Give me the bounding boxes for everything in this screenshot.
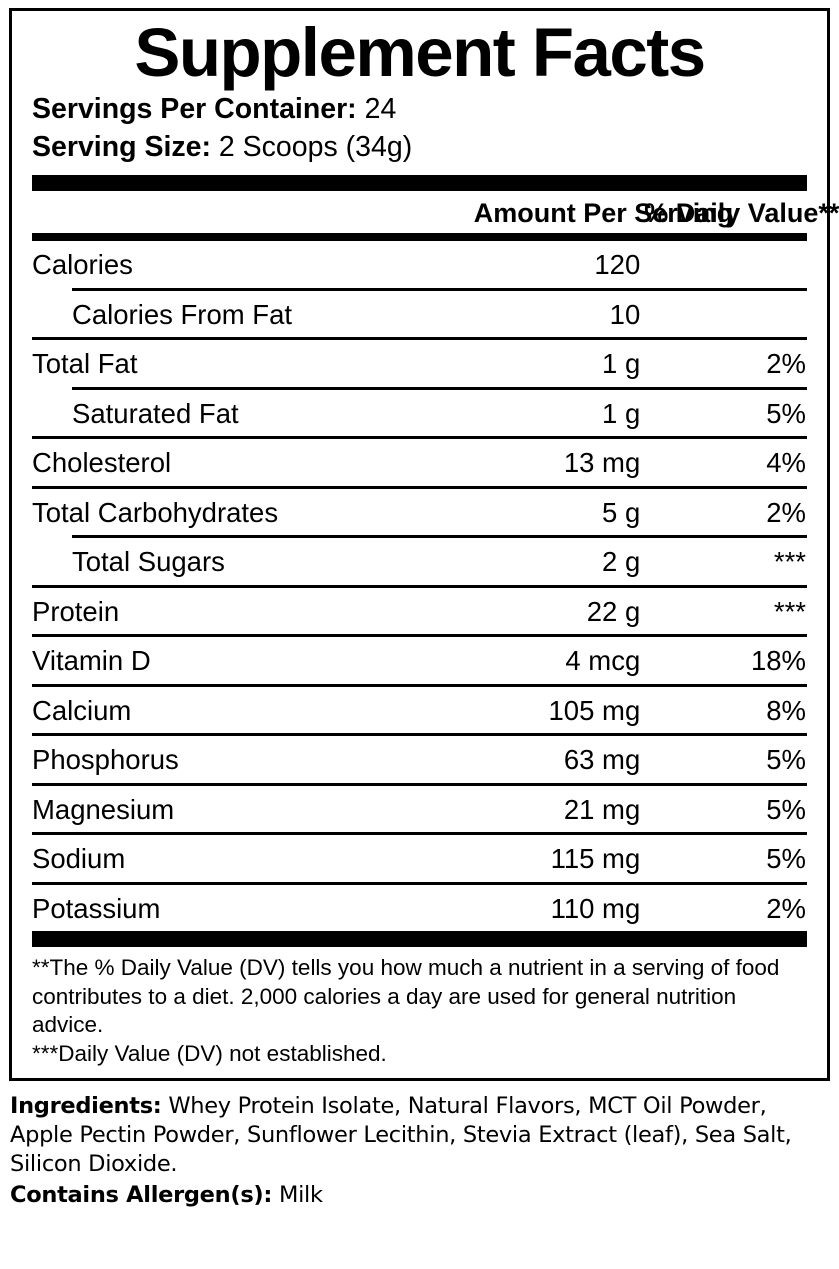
row-divider: [32, 485, 807, 489]
allergen-text: Milk: [278, 1182, 323, 1209]
servings-per-container-label: Servings Per Container:: [32, 93, 357, 126]
table-header-row: Amount Per Serving % Daily Value**: [32, 191, 839, 233]
row-divider-indented: [32, 287, 807, 291]
row-divider: [32, 337, 807, 341]
row-divider: [32, 832, 807, 836]
nutrient-daily-value: 5%: [766, 793, 806, 825]
nutrient-amount: 110 mg: [550, 892, 641, 924]
nutrient-name: Vitamin D: [32, 645, 151, 677]
table-row: Total Fat 1 g 2%: [32, 340, 807, 387]
nutrition-table: Amount Per Serving % Daily Value** Calor…: [32, 191, 839, 932]
footnote-not-established: ***Daily Value (DV) not established.: [32, 1040, 387, 1066]
table-row: Vitamin D 4 mcg 18%: [32, 637, 807, 684]
nutrient-daily-value: 4%: [766, 447, 806, 479]
allergen-label: Contains Allergen(s):: [10, 1182, 273, 1209]
nutrient-amount: 13 mg: [563, 447, 641, 479]
nutrient-amount: 120: [594, 249, 641, 281]
supplement-facts-panel: Supplement Facts Servings Per Container:…: [9, 8, 839, 1082]
table-row: Calories From Fat 10: [32, 291, 807, 338]
nutrient-amount: 10: [609, 298, 641, 330]
row-divider: [32, 233, 807, 242]
nutrient-name: Magnesium: [32, 793, 175, 825]
table-row: Saturated Fat 1 g 5%: [32, 390, 807, 437]
nutrient-amount: 4 mcg: [565, 645, 641, 677]
nutrient-amount: 1 g: [602, 397, 641, 429]
ingredients-block: Ingredients: Whey Protein Isolate, Natur…: [9, 1081, 830, 1210]
ingredients-paragraph: Ingredients: Whey Protein Isolate, Natur…: [10, 1092, 829, 1179]
nutrient-amount: 21 mg: [563, 793, 641, 825]
ingredients-text: Whey Protein Isolate, Natural Flavors, M…: [10, 1093, 792, 1178]
nutrient-name: Cholesterol: [32, 447, 172, 479]
servings-per-container-value: 24: [364, 93, 397, 126]
top-divider-bar: [32, 175, 807, 192]
table-row: Phosphorus 63 mg 5%: [32, 736, 807, 783]
row-divider-indented: [32, 386, 807, 390]
nutrient-name: Sodium: [32, 843, 126, 875]
nutrient-daily-value: 8%: [766, 694, 806, 726]
row-divider: [32, 881, 807, 885]
row-divider: [32, 584, 807, 588]
nutrient-daily-value: 5%: [766, 843, 806, 875]
header-spacer: [32, 191, 474, 233]
row-divider: [32, 634, 807, 638]
servings-per-container: Servings Per Container: 24: [32, 91, 807, 129]
nutrient-daily-value: ***: [773, 595, 806, 627]
allergen-paragraph: Contains Allergen(s): Milk: [10, 1181, 829, 1210]
footnote-daily-value: **The % Daily Value (DV) tells you how m…: [32, 955, 780, 1038]
serving-size: Serving Size: 2 Scoops (34g): [32, 129, 807, 167]
nutrient-daily-value: ***: [773, 546, 806, 578]
row-divider: [32, 436, 807, 440]
row-divider-indented: [32, 535, 807, 539]
nutrient-daily-value: 2%: [766, 892, 806, 924]
table-row: Total Carbohydrates 5 g 2%: [32, 489, 807, 536]
row-divider: [32, 733, 807, 737]
footnotes: **The % Daily Value (DV) tells you how m…: [32, 947, 807, 1068]
nutrient-name: Calories: [32, 249, 133, 281]
nutrient-name: Phosphorus: [32, 744, 179, 776]
nutrient-amount: 115 mg: [550, 843, 641, 875]
nutrient-name: Total Carbohydrates: [32, 496, 279, 528]
nutrient-amount: 22 g: [586, 595, 641, 627]
nutrient-daily-value: 18%: [750, 645, 806, 677]
nutrient-amount: 5 g: [602, 496, 641, 528]
nutrient-name: Potassium: [32, 892, 161, 924]
serving-size-value: 2 Scoops (34g): [218, 131, 413, 164]
table-row: Potassium 110 mg 2%: [32, 885, 807, 932]
nutrient-name: Calcium: [32, 694, 132, 726]
table-row: Sodium 115 mg 5%: [32, 835, 807, 882]
nutrient-name: Total Sugars: [72, 546, 225, 578]
header-amount-per-serving: Amount Per Serving: [473, 198, 734, 229]
nutrient-daily-value: 5%: [766, 397, 806, 429]
nutrient-amount: 105 mg: [548, 694, 641, 726]
table-row: Calories 120: [32, 241, 807, 288]
table-row: Total Sugars 2 g ***: [32, 538, 807, 585]
table-row: Magnesium 21 mg 5%: [32, 786, 807, 833]
nutrient-amount: 63 mg: [563, 744, 641, 776]
nutrient-name: Total Fat: [32, 348, 138, 380]
header-daily-value: % Daily Value**: [644, 198, 839, 229]
bottom-divider-bar: [32, 931, 807, 948]
table-row: Calcium 105 mg 8%: [32, 687, 807, 734]
table-row: Cholesterol 13 mg 4%: [32, 439, 807, 486]
ingredients-label: Ingredients:: [10, 1093, 162, 1120]
nutrient-daily-value: 2%: [766, 496, 806, 528]
nutrient-name: Protein: [32, 595, 120, 627]
nutrient-daily-value: [644, 291, 807, 338]
nutrient-name: Calories From Fat: [72, 298, 293, 330]
nutrient-daily-value: 5%: [766, 744, 806, 776]
nutrient-daily-value: 2%: [766, 348, 806, 380]
nutrient-amount: 2 g: [602, 546, 641, 578]
nutrient-name: Saturated Fat: [72, 397, 239, 429]
row-divider: [32, 683, 807, 687]
nutrient-daily-value: [644, 241, 807, 288]
nutrient-amount: 1 g: [602, 348, 641, 380]
table-row: Protein 22 g ***: [32, 588, 807, 635]
serving-size-label: Serving Size:: [32, 131, 211, 164]
row-divider: [32, 782, 807, 786]
page-title: Supplement Facts: [134, 14, 706, 91]
